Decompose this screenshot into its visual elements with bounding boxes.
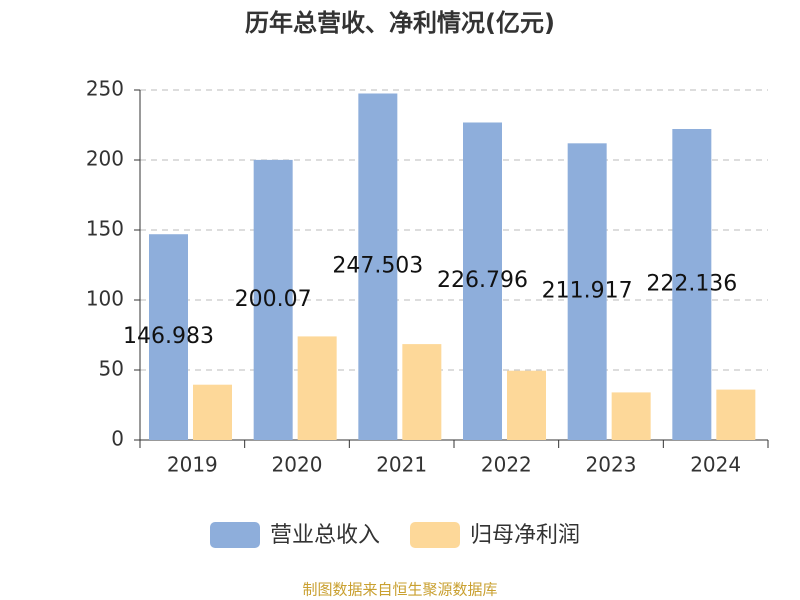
y-tick-label: 150 bbox=[86, 217, 124, 241]
data-label: 222.136 bbox=[646, 272, 737, 297]
x-tick-label: 2019 bbox=[167, 453, 218, 477]
bar bbox=[507, 370, 546, 440]
x-tick-label: 2024 bbox=[690, 453, 741, 477]
chart-title: 历年总营收、净利情况(亿元) bbox=[245, 9, 555, 37]
data-label: 247.503 bbox=[332, 254, 423, 279]
bar bbox=[567, 143, 607, 440]
source-note: 制图数据来自恒生聚源数据库 bbox=[302, 581, 497, 599]
data-label: 146.983 bbox=[123, 324, 214, 349]
x-tick-label: 2022 bbox=[481, 453, 532, 477]
bar bbox=[253, 159, 293, 441]
bar bbox=[358, 93, 398, 441]
bar bbox=[149, 234, 188, 440]
legend-label: 归母净利润 bbox=[470, 523, 580, 548]
x-tick-label: 2020 bbox=[272, 453, 323, 477]
y-tick-label: 100 bbox=[86, 287, 124, 311]
y-tick-label: 0 bbox=[111, 427, 124, 451]
bar bbox=[463, 122, 502, 441]
y-tick-label: 50 bbox=[99, 357, 124, 381]
data-label: 211.917 bbox=[542, 279, 633, 304]
bar bbox=[402, 344, 442, 440]
x-tick-label: 2021 bbox=[376, 453, 427, 477]
x-tick-label: 2023 bbox=[586, 453, 637, 477]
bar bbox=[716, 389, 756, 440]
bar bbox=[297, 336, 337, 440]
y-tick-label: 250 bbox=[86, 77, 124, 101]
legend-swatch bbox=[210, 522, 260, 548]
bar bbox=[611, 392, 651, 440]
bar bbox=[672, 129, 712, 441]
data-label: 200.07 bbox=[235, 287, 312, 312]
data-label: 226.796 bbox=[437, 268, 528, 293]
y-tick-label: 200 bbox=[86, 147, 124, 171]
legend-label: 营业总收入 bbox=[270, 523, 380, 548]
bar bbox=[193, 384, 232, 440]
legend-swatch bbox=[410, 522, 460, 548]
